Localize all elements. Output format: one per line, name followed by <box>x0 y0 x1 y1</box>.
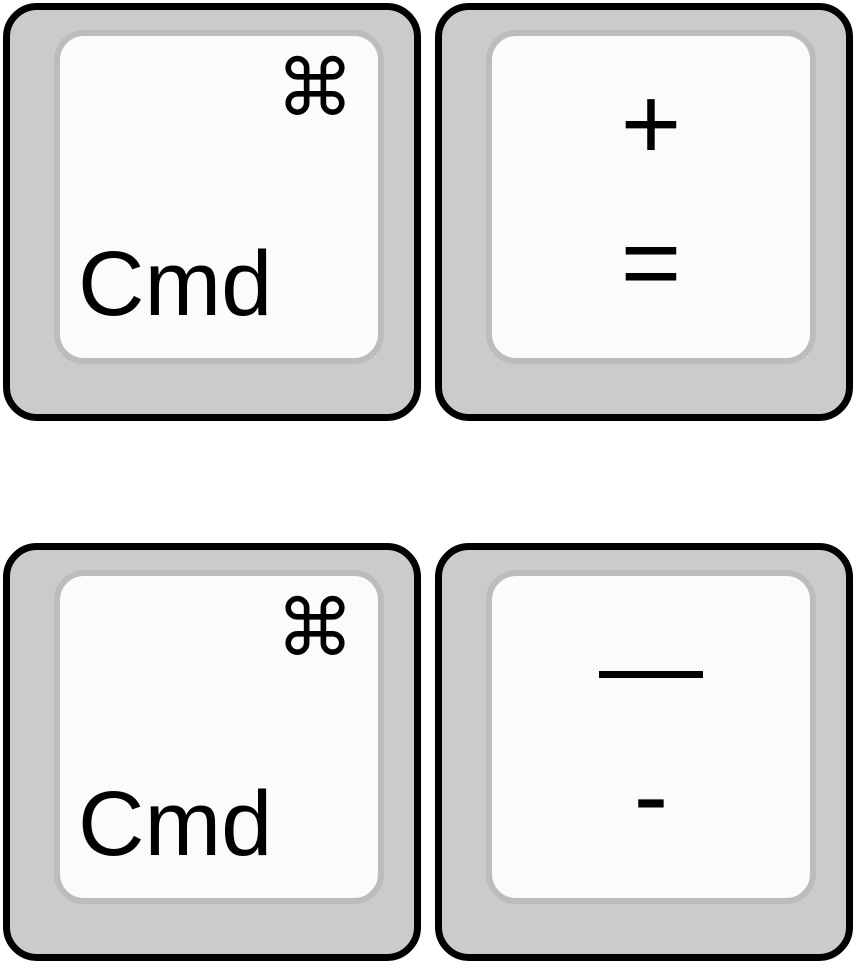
cmd-key-label: Cmd <box>78 233 273 335</box>
keycap-face: + = <box>486 30 816 364</box>
plus-legend: + <box>620 66 682 182</box>
underscore-legend: — <box>599 608 703 724</box>
minus-legend: - <box>633 738 669 854</box>
command-icon: ⌘ <box>276 44 354 134</box>
cmd-key-label: Cmd <box>78 773 273 875</box>
keycap-face: ⌘ Cmd <box>54 30 384 364</box>
cmd-key: ⌘ Cmd <box>3 3 421 421</box>
equals-legend: = <box>620 205 682 321</box>
command-icon: ⌘ <box>276 584 354 674</box>
cmd-key: ⌘ Cmd <box>3 543 421 961</box>
keycap-face: ⌘ Cmd <box>54 570 384 904</box>
plus-equals-key: + = <box>435 3 853 421</box>
keycap-face: — - <box>486 570 816 904</box>
minus-key: — - <box>435 543 853 961</box>
